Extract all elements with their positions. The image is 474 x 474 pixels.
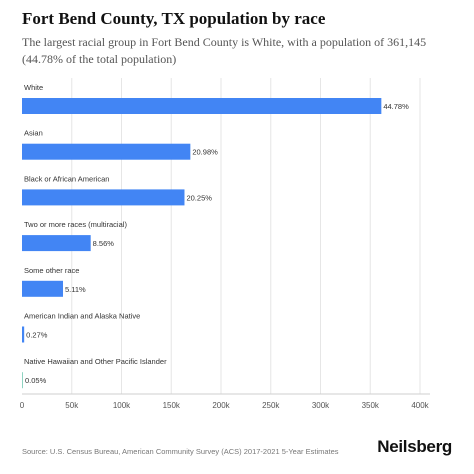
x-tick-label: 300k [312, 401, 330, 410]
category-label: Two or more races (multiracial) [24, 220, 127, 229]
source-note: Source: U.S. Census Bureau, American Com… [22, 447, 339, 456]
data-label: 5.11% [65, 285, 86, 294]
bar [22, 235, 91, 252]
category-label: Some other race [24, 266, 79, 275]
category-label: White [24, 83, 43, 92]
x-tick-label: 400k [411, 401, 429, 410]
x-tick-label: 100k [113, 401, 131, 410]
bar [22, 280, 64, 297]
data-label: 0.05% [25, 376, 47, 385]
bar [22, 326, 25, 343]
data-label: 20.25% [186, 193, 212, 202]
brand-logo: Neilsberg [377, 437, 452, 456]
data-label: 20.98% [192, 148, 218, 157]
category-label: Asian [24, 129, 43, 138]
bar [22, 98, 382, 114]
category-label: Native Hawaiian and Other Pacific Island… [24, 357, 167, 366]
x-tick-label: 350k [362, 401, 380, 410]
data-label: 0.27% [26, 331, 48, 340]
bar [22, 189, 185, 206]
x-tick-label: 200k [212, 401, 230, 410]
category-label: American Indian and Alaska Native [24, 312, 140, 321]
x-tick-label: 50k [65, 401, 79, 410]
x-tick-label: 250k [262, 401, 280, 410]
data-label: 44.78% [383, 102, 409, 111]
chart-title: Fort Bend County, TX population by race [22, 9, 326, 28]
category-label: Black or African American [24, 174, 109, 183]
x-tick-label: 0 [20, 401, 25, 410]
x-tick-label: 150k [163, 401, 181, 410]
bar [22, 143, 191, 160]
bar [22, 372, 23, 389]
data-label: 8.56% [93, 239, 115, 248]
chart-subtitle: The largest racial group in Fort Bend Co… [22, 35, 427, 66]
